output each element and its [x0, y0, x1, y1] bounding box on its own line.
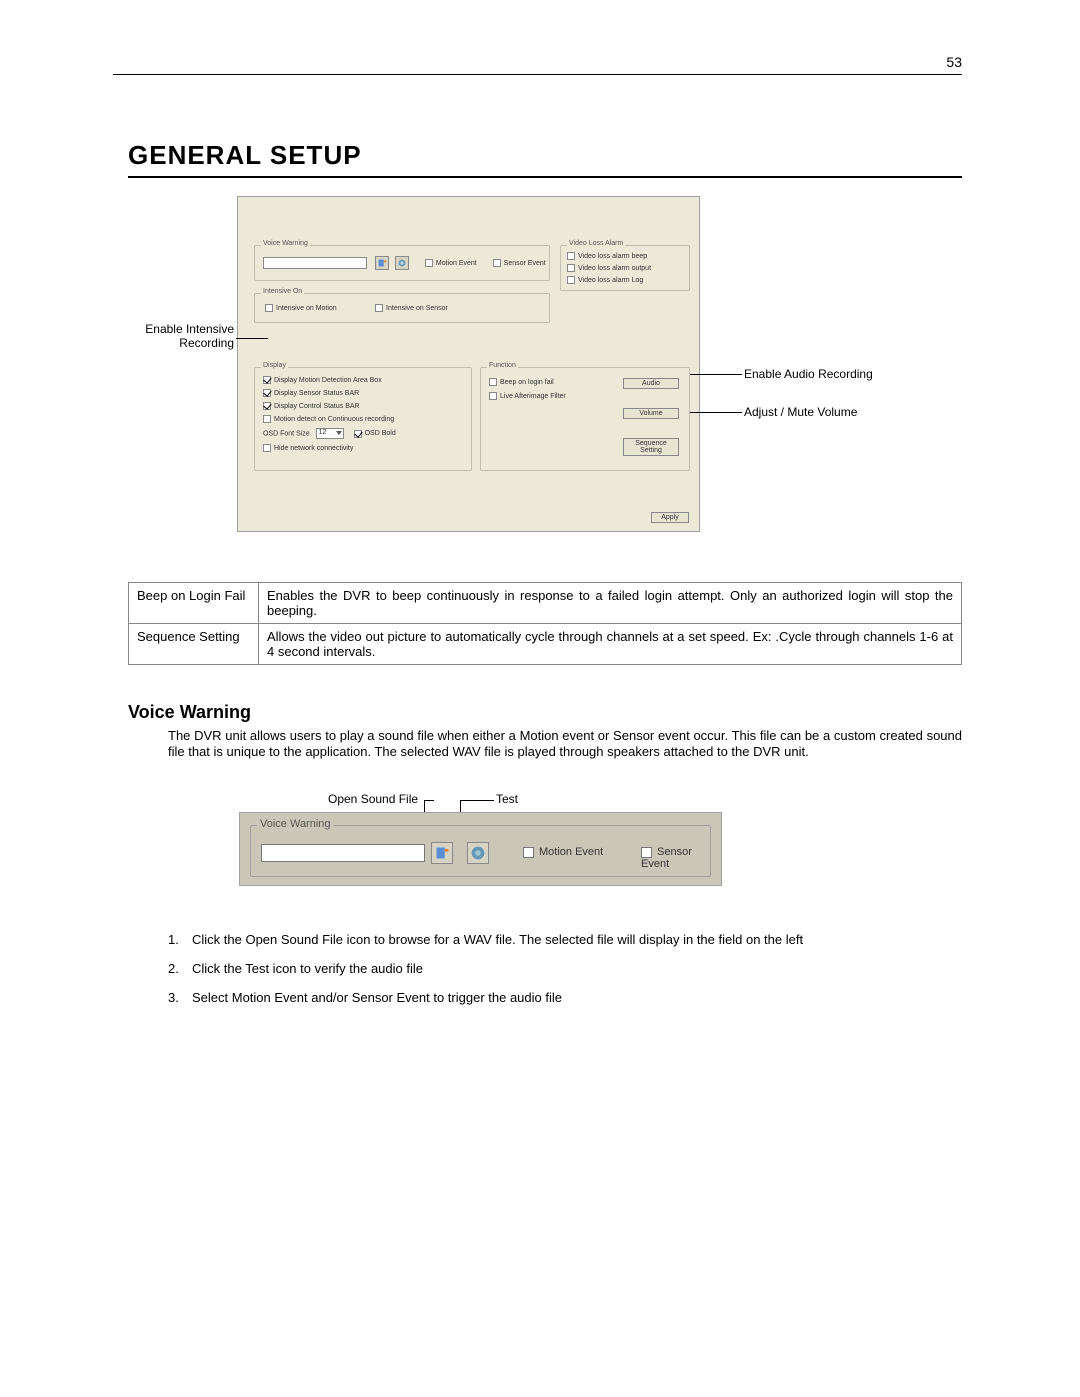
- callout-volume: Adjust / Mute Volume: [744, 405, 857, 419]
- description-table: Beep on Login Fail Enables the DVR to be…: [128, 582, 962, 665]
- instructions-list: 1. Click the Open Sound File icon to brow…: [168, 932, 962, 1019]
- table-cell-label: Sequence Setting: [129, 624, 259, 665]
- sensor-event-checkbox[interactable]: [641, 847, 652, 858]
- display-sensor-bar-checkbox[interactable]: [263, 389, 271, 397]
- list-text: Click the Open Sound File icon to browse…: [192, 932, 803, 947]
- display-title: Display: [261, 362, 288, 369]
- osd-font-size-label: OSD Font Size: [263, 430, 310, 437]
- callout-audio: Enable Audio Recording: [744, 367, 873, 381]
- motion-event-checkbox[interactable]: [425, 259, 433, 267]
- audio-button[interactable]: Audio: [623, 378, 679, 389]
- general-setup-screenshot: Voice Warning Motion Event Sensor Event …: [237, 196, 700, 532]
- motion-detect-continuous-checkbox[interactable]: [263, 415, 271, 423]
- live-afterimage-label: Live Afterimage Filter: [500, 393, 566, 400]
- display-control-bar-checkbox[interactable]: [263, 402, 271, 410]
- callout-open-line-h: [424, 800, 434, 801]
- table-cell-label: Beep on Login Fail: [129, 583, 259, 624]
- test-sound-icon[interactable]: [467, 842, 489, 864]
- osd-font-size-dropdown[interactable]: 12: [316, 428, 344, 439]
- osd-bold-label: OSD Bold: [365, 430, 396, 437]
- function-group: Function Beep on login fail Live Afterim…: [480, 367, 690, 471]
- list-number: 2.: [168, 961, 179, 976]
- motion-event-label: Motion Event: [436, 260, 477, 267]
- callout-intensive-line: [236, 338, 268, 339]
- list-number: 1.: [168, 932, 179, 947]
- callout-test: Test: [496, 792, 518, 806]
- display-control-bar-label: Display Control Status BAR: [274, 403, 360, 410]
- intensive-motion-label: Intensive on Motion: [276, 305, 337, 312]
- sensor-event-row: Sensor Event: [641, 846, 710, 870]
- display-group: Display Display Motion Detection Area Bo…: [254, 367, 472, 471]
- list-item: 3. Select Motion Event and/or Sensor Even…: [168, 990, 962, 1005]
- video-loss-output-label: Video loss alarm output: [578, 265, 651, 272]
- intensive-group: Intensive On Intensive on Motion Intensi…: [254, 293, 550, 323]
- voice-warning-screenshot: Voice Warning Motion Event Sensor Event: [239, 812, 722, 886]
- table-row: Sequence Setting Allows the video out pi…: [129, 624, 962, 665]
- hide-network-label: Hide network connectivity: [274, 445, 353, 452]
- list-text: Select Motion Event and/or Sensor Event …: [192, 990, 562, 1005]
- sensor-event-checkbox[interactable]: [493, 259, 501, 267]
- osd-bold-checkbox[interactable]: [354, 430, 362, 438]
- voice-warning-input[interactable]: [263, 257, 367, 269]
- intensive-sensor-checkbox[interactable]: [375, 304, 383, 312]
- voice-warning-group2-title: Voice Warning: [257, 818, 334, 830]
- sensor-event-label: Sensor Event: [504, 260, 546, 267]
- display-motion-box-checkbox[interactable]: [263, 376, 271, 384]
- section-title: GENERAL SETUP: [128, 140, 362, 171]
- section-rule: [128, 176, 962, 178]
- video-loss-beep-checkbox[interactable]: [567, 252, 575, 260]
- voice-warning-description: The DVR unit allows users to play a soun…: [168, 728, 962, 761]
- voice-warning-group2: Voice Warning Motion Event Sensor Event: [250, 825, 711, 877]
- open-sound-file-icon[interactable]: [375, 256, 389, 270]
- test-sound-icon[interactable]: [395, 256, 409, 270]
- list-item: 1. Click the Open Sound File icon to brow…: [168, 932, 962, 947]
- list-number: 3.: [168, 990, 179, 1005]
- voice-warning-group: Voice Warning Motion Event Sensor Event: [254, 245, 550, 281]
- function-title: Function: [487, 362, 518, 369]
- open-sound-file-icon[interactable]: [431, 842, 453, 864]
- voice-warning-title: Voice Warning: [261, 240, 310, 247]
- motion-event-label: Motion Event: [539, 846, 603, 858]
- hide-network-checkbox[interactable]: [263, 444, 271, 452]
- intensive-sensor-label: Intensive on Sensor: [386, 305, 448, 312]
- callout-open-sound: Open Sound File: [328, 792, 418, 806]
- intensive-title: Intensive On: [261, 288, 304, 295]
- video-loss-log-checkbox[interactable]: [567, 276, 575, 284]
- table-cell-desc: Allows the video out picture to automati…: [259, 624, 962, 665]
- display-sensor-bar-label: Display Sensor Status BAR: [274, 390, 359, 397]
- table-cell-desc: Enables the DVR to beep continuously in …: [259, 583, 962, 624]
- callout-intensive: Enable Intensive Recording: [140, 322, 234, 350]
- callout-test-line-h: [460, 800, 494, 801]
- callout-audio-line: [690, 374, 742, 375]
- intensive-motion-checkbox[interactable]: [265, 304, 273, 312]
- video-loss-output-checkbox[interactable]: [567, 264, 575, 272]
- beep-login-fail-label: Beep on login fail: [500, 379, 554, 386]
- video-loss-title: Video Loss Alarm: [567, 240, 625, 247]
- voice-warning-heading: Voice Warning: [128, 702, 251, 723]
- top-rule: [113, 74, 962, 75]
- video-loss-log-label: Video loss alarm Log: [578, 277, 643, 284]
- table-row: Beep on Login Fail Enables the DVR to be…: [129, 583, 962, 624]
- display-motion-box-label: Display Motion Detection Area Box: [274, 377, 382, 384]
- video-loss-group: Video Loss Alarm Video loss alarm beep V…: [560, 245, 690, 291]
- motion-event-row: Motion Event: [523, 846, 603, 858]
- motion-event-checkbox[interactable]: [523, 847, 534, 858]
- apply-button[interactable]: Apply: [651, 512, 689, 523]
- live-afterimage-checkbox[interactable]: [489, 392, 497, 400]
- sequence-setting-button[interactable]: Sequence Setting: [623, 438, 679, 456]
- list-text: Click the Test icon to verify the audio …: [192, 961, 423, 976]
- beep-login-fail-checkbox[interactable]: [489, 378, 497, 386]
- video-loss-beep-label: Video loss alarm beep: [578, 253, 647, 260]
- callout-volume-line: [690, 412, 742, 413]
- volume-button[interactable]: Volume: [623, 408, 679, 419]
- page-number: 53: [946, 54, 962, 70]
- sound-file-input[interactable]: [261, 844, 425, 862]
- list-item: 2. Click the Test icon to verify the audi…: [168, 961, 962, 976]
- motion-detect-continuous-label: Motion detect on Continuous recording: [274, 416, 394, 423]
